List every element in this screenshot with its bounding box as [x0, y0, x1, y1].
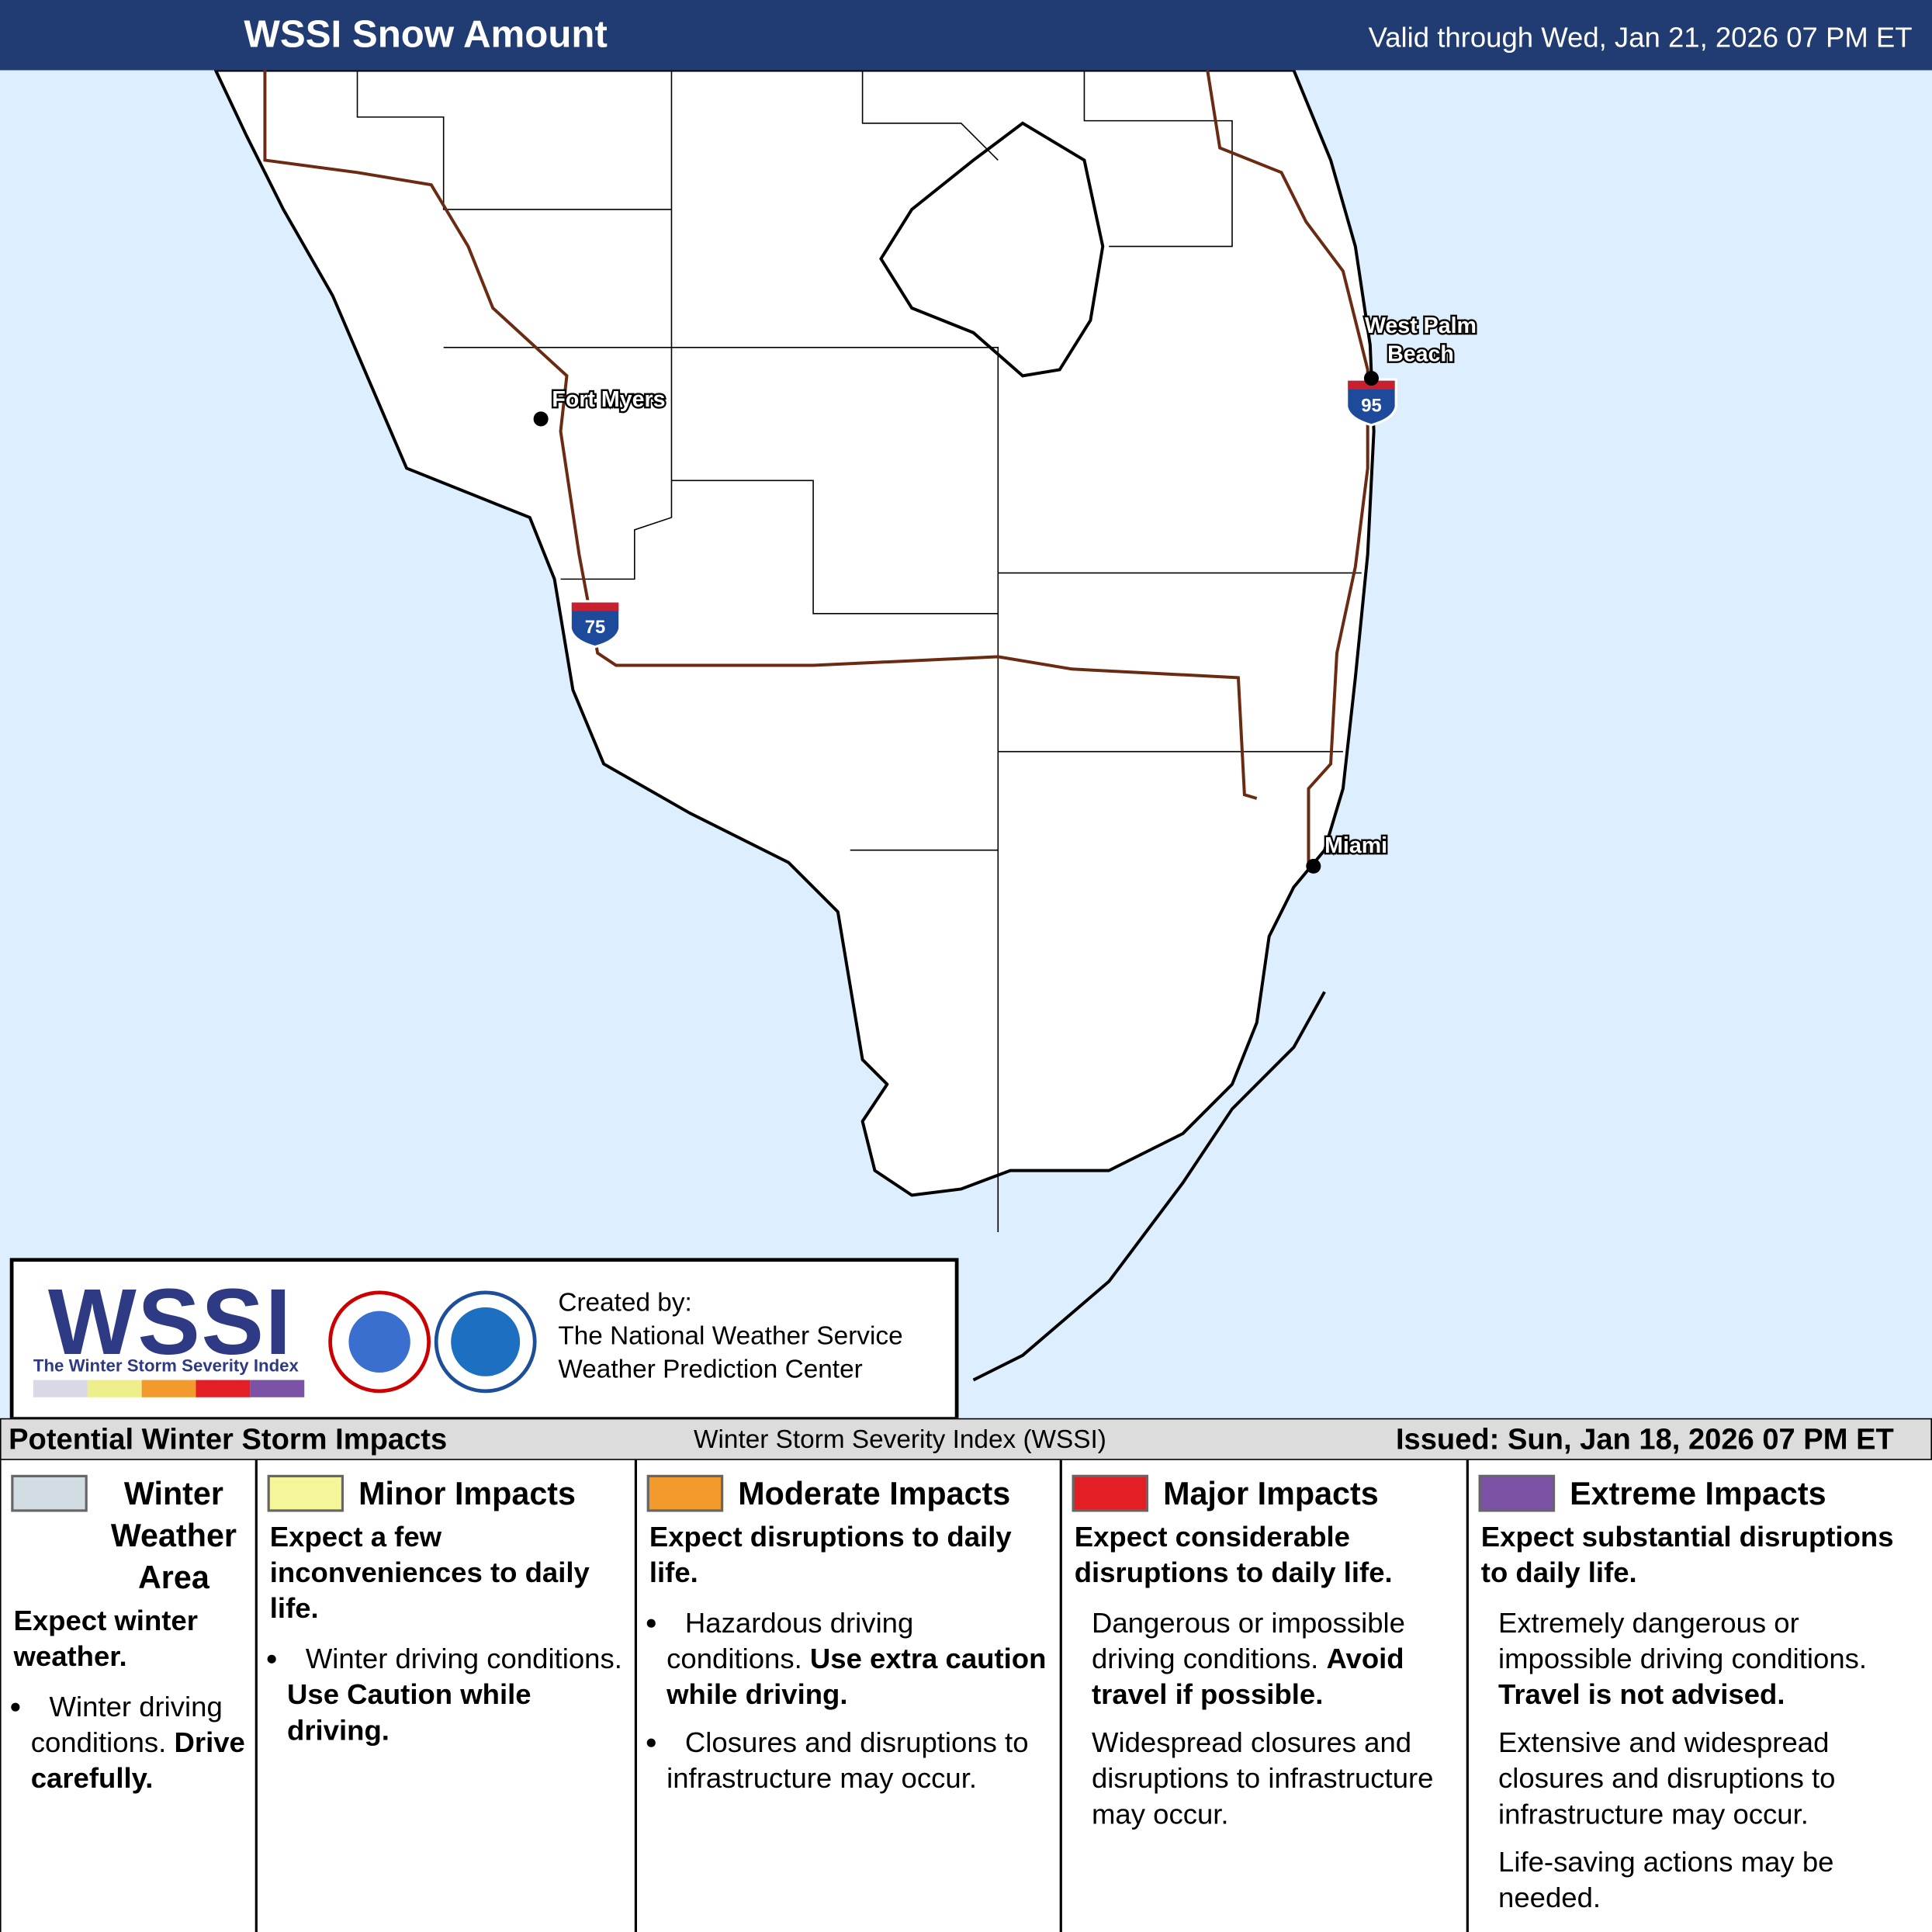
credit: Created by: The National Weather Service W…	[558, 1286, 902, 1387]
county-line	[356, 70, 673, 210]
impact-detail: Hazardous driving conditions. Use extra …	[647, 1605, 1050, 1712]
impact-summary: Expect considerable disruptions to daily…	[1074, 1520, 1393, 1588]
county-lines	[356, 70, 1362, 1233]
detail-emphasis: Drive carefully.	[30, 1726, 245, 1795]
impact-detail: Dangerous or impossible driving conditio…	[1092, 1605, 1456, 1712]
detail-text: Hazardous driving conditions.	[667, 1606, 914, 1675]
detail-text: Winter driving conditions.	[305, 1642, 622, 1675]
city-label: Miami	[1324, 833, 1387, 858]
valid-time: Valid through Wed, Jan 21, 2026 07 PM ET	[1369, 21, 1913, 53]
interstate-shield	[1345, 378, 1397, 427]
impact-summary: Expect substantial disruptions to daily …	[1480, 1520, 1894, 1588]
land	[213, 68, 1376, 1197]
impact-header: Major Impacts	[1072, 1473, 1456, 1515]
impact-swatch	[646, 1474, 724, 1512]
legend-header: Potential Winter Storm Impacts Winter St…	[0, 1418, 1932, 1460]
detail-emphasis: Use extra caution while driving.	[667, 1642, 1047, 1711]
credit-line: The National Weather Service	[558, 1321, 903, 1351]
noaa-logo-inner	[451, 1307, 521, 1376]
logo-box: WSSI The Winter Storm Severity Index Cre…	[9, 1258, 959, 1421]
county-line	[443, 347, 999, 1233]
legend-center: Winter Storm Severity Index (WSSI)	[694, 1425, 1106, 1454]
county-line	[671, 480, 999, 615]
impact-detail: Life-saving actions may be needed.	[1498, 1844, 1922, 1916]
legend-column: Winter Weather Area Expect winter weather…	[0, 1459, 255, 1932]
legend-columns: Winter Weather Area Expect winter weather…	[0, 1459, 1932, 1932]
agency-logos	[328, 1290, 537, 1394]
issued: Issued: Sun, Jan 18, 2026 07 PM ET	[1395, 1423, 1894, 1457]
county-line	[560, 209, 673, 580]
impact-header: Extreme Impacts	[1478, 1473, 1923, 1515]
title: WSSI Snow Amount	[244, 12, 607, 55]
detail-emphasis: Avoid travel if possible.	[1091, 1642, 1404, 1711]
impact-detail: Closures and disruptions to infrastructu…	[647, 1725, 1050, 1796]
detail-emphasis: Use Caution while driving.	[287, 1678, 531, 1747]
legend-column: Moderate Impacts Expect disruptions to da…	[634, 1459, 1060, 1932]
impact-detail: Extremely dangerous or impossible drivin…	[1498, 1605, 1922, 1712]
impact-detail: Widespread closures and disruptions to i…	[1092, 1725, 1456, 1832]
impact-detail: Winter driving conditions. Use Caution w…	[268, 1641, 625, 1748]
detail-text: Extensive and widespread closures and di…	[1498, 1726, 1836, 1830]
city-dot	[533, 411, 549, 427]
county-line	[861, 70, 999, 161]
credit-line: Created by:	[558, 1289, 692, 1317]
impact-name: Extreme Impacts	[1570, 1474, 1826, 1512]
county-line	[1083, 70, 1233, 248]
impact-header: Winter Weather Area	[11, 1473, 245, 1598]
impact-header: Minor Impacts	[267, 1473, 625, 1515]
legend-column: Major Impacts Expect considerable disrupt…	[1059, 1459, 1466, 1932]
shield-top	[571, 602, 619, 611]
wssi-logo: WSSI	[47, 1270, 293, 1376]
legend-title: Potential Winter Storm Impacts	[9, 1423, 448, 1457]
legend-column: Minor Impacts Expect a few inconveniences…	[254, 1459, 635, 1932]
impact-name: Winter Weather Area	[110, 1474, 237, 1596]
legend-column: Extreme Impacts Expect substantial disrup…	[1466, 1459, 1932, 1932]
detail-text: Widespread closures and disruptions to i…	[1091, 1726, 1434, 1830]
impact-swatch	[1478, 1474, 1556, 1512]
impact-swatch	[11, 1474, 88, 1512]
impact-header: Moderate Impacts	[646, 1473, 1050, 1515]
impact-name: Moderate Impacts	[738, 1474, 1011, 1512]
impact-swatch	[1072, 1474, 1149, 1512]
shield-number: 95	[1361, 395, 1382, 416]
detail-text: Dangerous or impossible driving conditio…	[1091, 1606, 1405, 1675]
shield-number: 75	[585, 617, 606, 638]
city-dot	[1306, 858, 1321, 874]
impact-name: Minor Impacts	[358, 1474, 576, 1512]
impact-summary: Expect a few inconveniences to daily lif…	[269, 1520, 590, 1624]
city-dot	[1363, 370, 1379, 386]
detail-emphasis: Travel is not advised.	[1498, 1678, 1785, 1711]
city-label: West Palm	[1365, 313, 1477, 338]
detail-text: Closures and disruptions to infrastructu…	[667, 1726, 1029, 1795]
impact-summary: Expect winter weather.	[13, 1604, 198, 1672]
detail-text: Extremely dangerous or impossible drivin…	[1498, 1606, 1868, 1675]
impact-detail: Extensive and widespread closures and di…	[1498, 1725, 1922, 1832]
impact-swatch	[267, 1474, 345, 1512]
interstate-shield	[569, 600, 621, 649]
nws-logo-inner	[348, 1311, 410, 1373]
header-bar	[0, 0, 1932, 71]
city-label: Fort Myers	[552, 387, 665, 412]
i-75	[263, 70, 1258, 800]
credit-line: Weather Prediction Center	[558, 1355, 863, 1384]
wssi-subtitle: The Winter Storm Severity Index	[33, 1355, 299, 1376]
detail-text: Life-saving actions may be needed.	[1498, 1845, 1834, 1914]
detail-text: Winter driving conditions.	[30, 1690, 223, 1759]
keys	[972, 991, 1326, 1382]
impact-detail: Winter driving conditions. Drive careful…	[11, 1689, 245, 1796]
impact-summary: Expect disruptions to daily life.	[649, 1520, 1012, 1588]
color-bar	[33, 1380, 305, 1397]
city-label: Beach	[1387, 341, 1454, 366]
impact-name: Major Impacts	[1163, 1474, 1379, 1512]
